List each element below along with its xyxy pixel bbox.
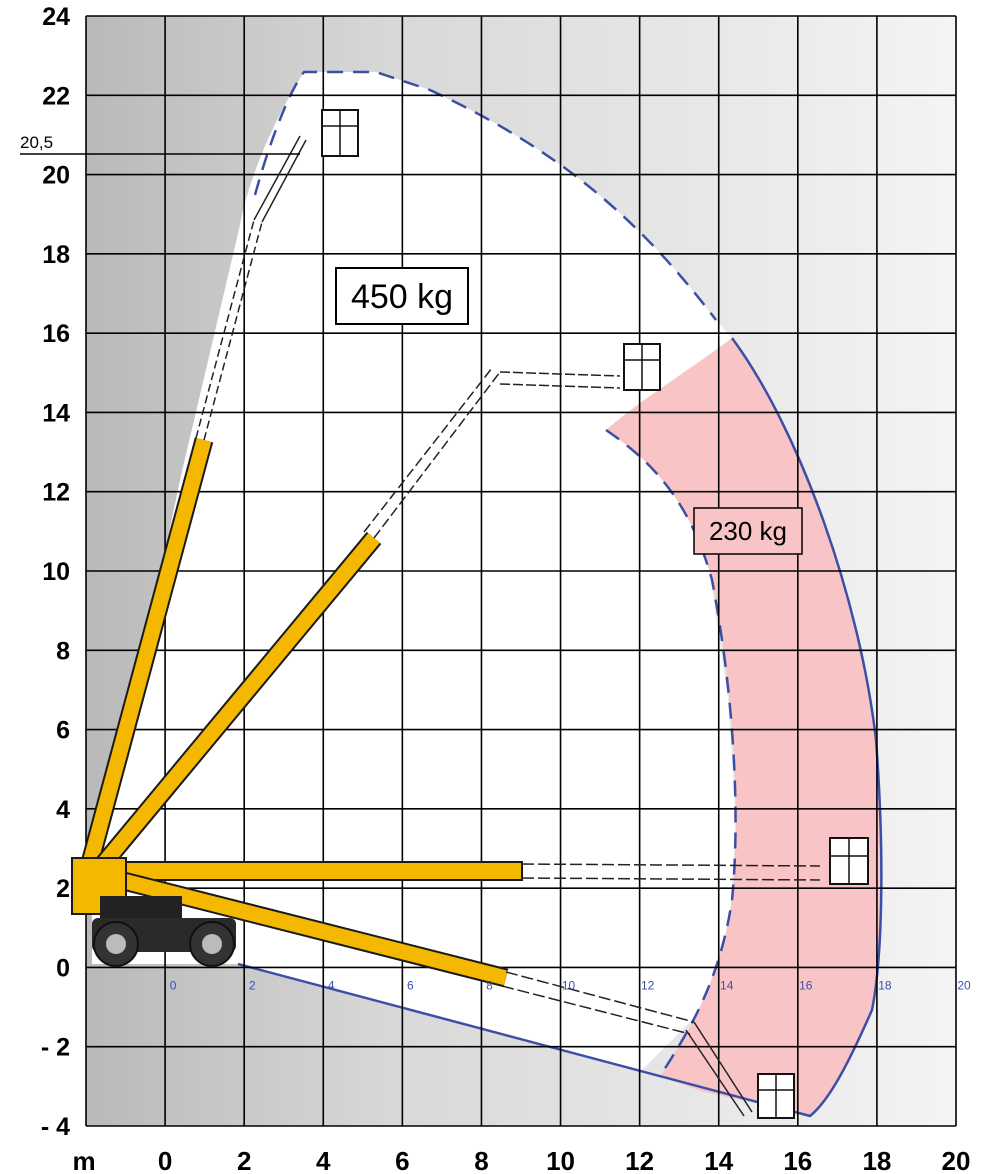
inner-x-tick-label: 4 xyxy=(328,978,335,992)
x-tick-label: 2 xyxy=(237,1146,251,1174)
y-tick-label: 10 xyxy=(42,558,70,586)
zone-230kg xyxy=(606,338,882,1116)
label-230kg: 230 kg xyxy=(709,516,787,546)
envelope-outline-solid xyxy=(237,337,883,1118)
x-tick-label: 8 xyxy=(474,1146,488,1174)
label-450kg: 450 kg xyxy=(351,278,453,316)
envelope-450kg xyxy=(92,72,736,1072)
x-tick-label: 0 xyxy=(158,1146,172,1174)
label-box-450kg xyxy=(335,267,469,325)
y-tick-label: 12 xyxy=(42,479,70,507)
machine-chassis xyxy=(71,857,236,967)
y-tick-label: 2 xyxy=(56,875,70,903)
x-tick-label: 16 xyxy=(783,1146,812,1174)
inner-x-tick-label: 12 xyxy=(641,978,655,992)
inner-x-tick-label: 18 xyxy=(878,978,892,992)
inner-x-tick-label: 2 xyxy=(249,978,256,992)
marker-label-20-5: 20,5 xyxy=(20,133,53,152)
inner-x-tick-label: 20 xyxy=(957,978,971,992)
y-tick-label: 0 xyxy=(56,954,70,982)
grid xyxy=(85,15,957,1127)
y-tick-label: 8 xyxy=(56,637,70,665)
inner-x-tick-label: 16 xyxy=(799,978,813,992)
x-tick-label: 10 xyxy=(546,1146,575,1174)
inner-axis-ticks: 0 2 4 6 8 10 12 14 16 18 20 xyxy=(170,978,971,992)
y-tick-label: 18 xyxy=(42,241,70,269)
y-tick-label: 24 xyxy=(42,3,70,31)
y-tick-label: 20 xyxy=(42,162,70,190)
x-tick-label: 20 xyxy=(942,1146,971,1174)
x-axis-ticks: 0 2 4 6 8 10 12 14 16 18 20 xyxy=(158,1146,971,1174)
x-tick-label: 6 xyxy=(395,1146,409,1174)
inner-x-tick-label: 6 xyxy=(407,978,414,992)
inner-x-tick-label: 14 xyxy=(720,978,734,992)
y-tick-label: 14 xyxy=(42,399,70,427)
y-tick-label: 6 xyxy=(56,717,70,745)
boom-diagonal xyxy=(82,343,661,887)
label-box-230kg xyxy=(693,507,803,555)
boom-below-ground xyxy=(93,864,795,1119)
y-tick-label: - 4 xyxy=(41,1113,70,1141)
boom-vertical xyxy=(76,109,359,881)
inner-x-tick-label: 10 xyxy=(562,978,576,992)
y-tick-label: 16 xyxy=(42,320,70,348)
unit-label: m xyxy=(72,1146,95,1174)
y-tick-label: 22 xyxy=(42,82,70,110)
x-tick-label: 4 xyxy=(316,1146,331,1174)
inner-x-tick-label: 8 xyxy=(486,978,493,992)
inner-x-tick-label: 0 xyxy=(170,978,177,992)
y-tick-label: - 2 xyxy=(41,1034,70,1062)
x-tick-label: 14 xyxy=(704,1146,733,1174)
x-tick-label: 18 xyxy=(862,1146,891,1174)
x-tick-label: 12 xyxy=(625,1146,654,1174)
zone-230kg-inner-boundary xyxy=(605,428,737,1077)
y-tick-label: 4 xyxy=(56,796,70,824)
